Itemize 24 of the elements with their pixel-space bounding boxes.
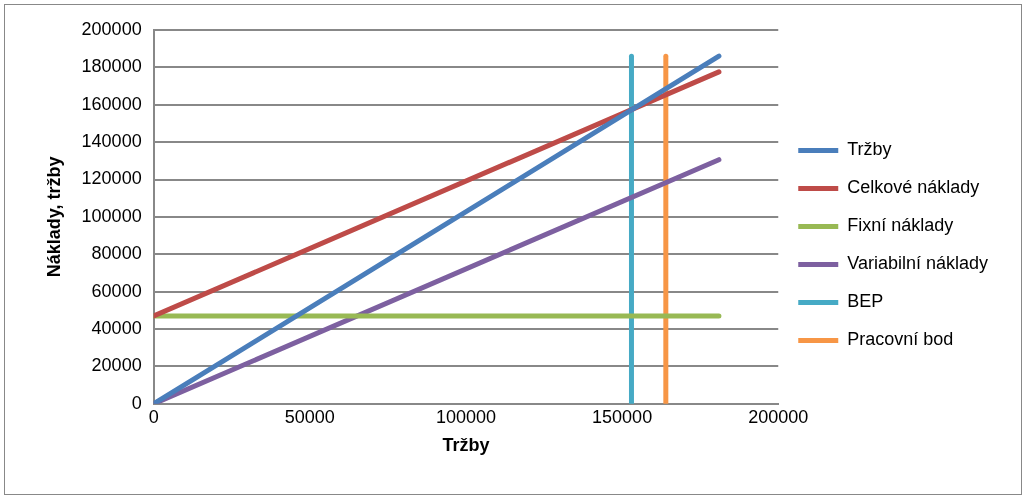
y-tick-label: 180000 xyxy=(81,56,142,77)
legend-label: Pracovní bod xyxy=(847,329,954,350)
y-tick-label: 100000 xyxy=(81,205,142,226)
legend-label: Celkové náklady xyxy=(847,177,980,198)
x-tick-label: 200000 xyxy=(748,406,809,427)
legend-label: Tržby xyxy=(847,139,892,160)
y-tick-label: 80000 xyxy=(91,243,142,264)
x-tick-label: 150000 xyxy=(592,406,653,427)
x-tick-label: 0 xyxy=(148,406,159,427)
x-axis-title: Tržby xyxy=(442,435,490,456)
x-tick-label: 50000 xyxy=(284,406,335,427)
y-tick-label: 20000 xyxy=(91,355,142,376)
y-tick-label: 140000 xyxy=(81,131,142,152)
y-tick-label: 200000 xyxy=(81,18,142,39)
y-tick-label: 120000 xyxy=(81,168,142,189)
y-axis-title: Náklady, tržby xyxy=(43,156,64,278)
legend-label: Variabilní náklady xyxy=(847,253,988,274)
y-tick-label: 160000 xyxy=(81,93,142,114)
y-tick-label: 40000 xyxy=(91,318,142,339)
x-tick-label: 100000 xyxy=(435,406,496,427)
y-tick-label: 0 xyxy=(131,392,142,413)
legend-label: Fixní náklady xyxy=(847,215,954,236)
legend-label: BEP xyxy=(847,291,884,312)
y-tick-label: 60000 xyxy=(91,280,142,301)
